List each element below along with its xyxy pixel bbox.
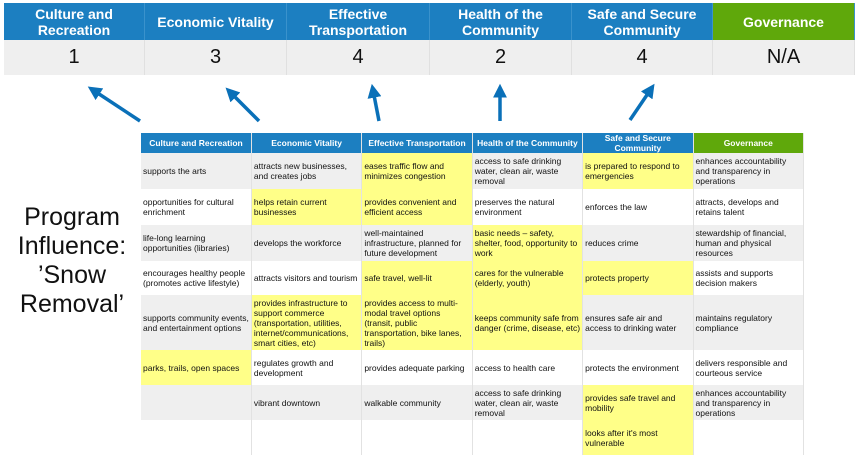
- table-column-header: Culture and Recreation: [141, 133, 252, 153]
- table-row: vibrant downtown walkable community access…: [141, 385, 805, 420]
- table-cell: looks after it's most vulnerable: [582, 420, 694, 455]
- category-score: N/A: [713, 40, 855, 75]
- category-header: Effective Transportation: [287, 3, 430, 40]
- table-row: encourages healthy people (promotes acti…: [141, 261, 805, 295]
- category-score: 4: [572, 40, 713, 75]
- arrow-icon: [628, 83, 655, 121]
- arrows: [87, 83, 655, 123]
- table-cell: protects property: [582, 261, 694, 295]
- category-header: Culture and Recreation: [4, 3, 145, 40]
- table-cell: [693, 420, 805, 455]
- table-cell: [472, 420, 584, 455]
- table-cell: provides access to multi-modal travel op…: [361, 295, 473, 350]
- arrow-icon: [367, 83, 382, 122]
- program-influence-label: Program Influence: ’Snow Removal’: [17, 203, 127, 318]
- table-column-header: Economic Vitality: [251, 133, 363, 153]
- table-cell: cares for the vulnerable (elderly, youth…: [472, 261, 584, 295]
- table-column-header: Effective Transportation: [361, 133, 473, 153]
- table-cell: ensures safe air and access to drinking …: [582, 295, 694, 350]
- table-cell: maintains regulatory compliance: [693, 295, 805, 350]
- table-row: parks, trails, open spaces regulates grow…: [141, 350, 805, 385]
- table-cell: provides adequate parking: [361, 350, 473, 385]
- table-cell: enforces the law: [582, 189, 694, 225]
- category-header: Safe and Secure Community: [572, 3, 713, 40]
- table-cell: is prepared to respond to emergencies: [582, 153, 694, 189]
- influence-table: Culture and Recreation Economic Vitality E…: [141, 133, 805, 455]
- category-header: Governance: [713, 3, 855, 40]
- category-score: 1: [4, 40, 145, 75]
- category-score: 2: [430, 40, 572, 75]
- table-column-header: Health of the Community: [472, 133, 584, 153]
- table-cell: eases traffic flow and minimizes congest…: [361, 153, 473, 189]
- table-cell: safe travel, well-lit: [361, 261, 473, 295]
- table-cell: protects the environment: [582, 350, 694, 385]
- table-cell: attracts visitors and tourism: [251, 261, 363, 295]
- table-cell: [141, 385, 252, 420]
- table-cell: enhances accountability and transparency…: [693, 385, 805, 420]
- table-column-header: Governance: [693, 133, 805, 153]
- table-cell: supports the arts: [141, 153, 252, 189]
- table-cell: preserves the natural environment: [472, 189, 584, 225]
- category-score: 4: [287, 40, 430, 75]
- table-row: looks after it's most vulnerable: [141, 420, 805, 455]
- table-row: supports community events, and entertain…: [141, 295, 805, 350]
- category-header: Health of the Community: [430, 3, 572, 40]
- table-row: supports the arts attracts new businesses…: [141, 153, 805, 189]
- table-cell: opportunities for cultural enrichment: [141, 189, 252, 225]
- table-cell: provides convenient and efficient access: [361, 189, 473, 225]
- table-cell: provides safe travel and mobility: [582, 385, 694, 420]
- table-cell: helps retain current businesses: [251, 189, 363, 225]
- table-cell: encourages healthy people (promotes acti…: [141, 261, 252, 295]
- score-summary: Culture and Recreation Economic Vitality E…: [4, 3, 855, 75]
- table-cell: reduces crime: [582, 225, 694, 261]
- category-header: Economic Vitality: [145, 3, 287, 40]
- table-cell: [361, 420, 473, 455]
- table-cell: access to safe drinking water, clean air…: [472, 153, 584, 189]
- table-cell: life-long learning opportunities (librar…: [141, 225, 252, 261]
- table-cell: supports community events, and entertain…: [141, 295, 252, 350]
- table-cell: stewardship of financial, human and phys…: [693, 225, 805, 261]
- arrow-icon: [87, 86, 141, 123]
- arrow-icon: [225, 87, 261, 123]
- table-cell: walkable community: [361, 385, 473, 420]
- table-cell: well-maintained infrastructure, planned …: [361, 225, 473, 261]
- table-cell: enhances accountability and transparency…: [693, 153, 805, 189]
- table-cell: vibrant downtown: [251, 385, 363, 420]
- table-cell: parks, trails, open spaces: [141, 350, 252, 385]
- table-cell: assists and supports decision makers: [693, 261, 805, 295]
- table-cell: provides infrastructure to support comme…: [251, 295, 363, 350]
- table-cell: [141, 420, 252, 455]
- table-cell: attracts new businesses, and creates job…: [251, 153, 363, 189]
- table-column-header: Safe and Secure Community: [582, 133, 694, 153]
- table-cell: keeps community safe from danger (crime,…: [472, 295, 584, 350]
- table-cell: attracts, develops and retains talent: [693, 189, 805, 225]
- table-row: opportunities for cultural enrichment hel…: [141, 189, 805, 225]
- table-cell: basic needs – safety, shelter, food, opp…: [472, 225, 584, 261]
- table-row: life-long learning opportunities (librar…: [141, 225, 805, 261]
- table-cell: delivers responsible and courteous servi…: [693, 350, 805, 385]
- table-cell: access to safe drinking water, clean air…: [472, 385, 584, 420]
- table-cell: access to health care: [472, 350, 584, 385]
- table-cell: develops the workforce: [251, 225, 363, 261]
- table-cell: regulates growth and development: [251, 350, 363, 385]
- category-score: 3: [145, 40, 287, 75]
- table-cell: [251, 420, 363, 455]
